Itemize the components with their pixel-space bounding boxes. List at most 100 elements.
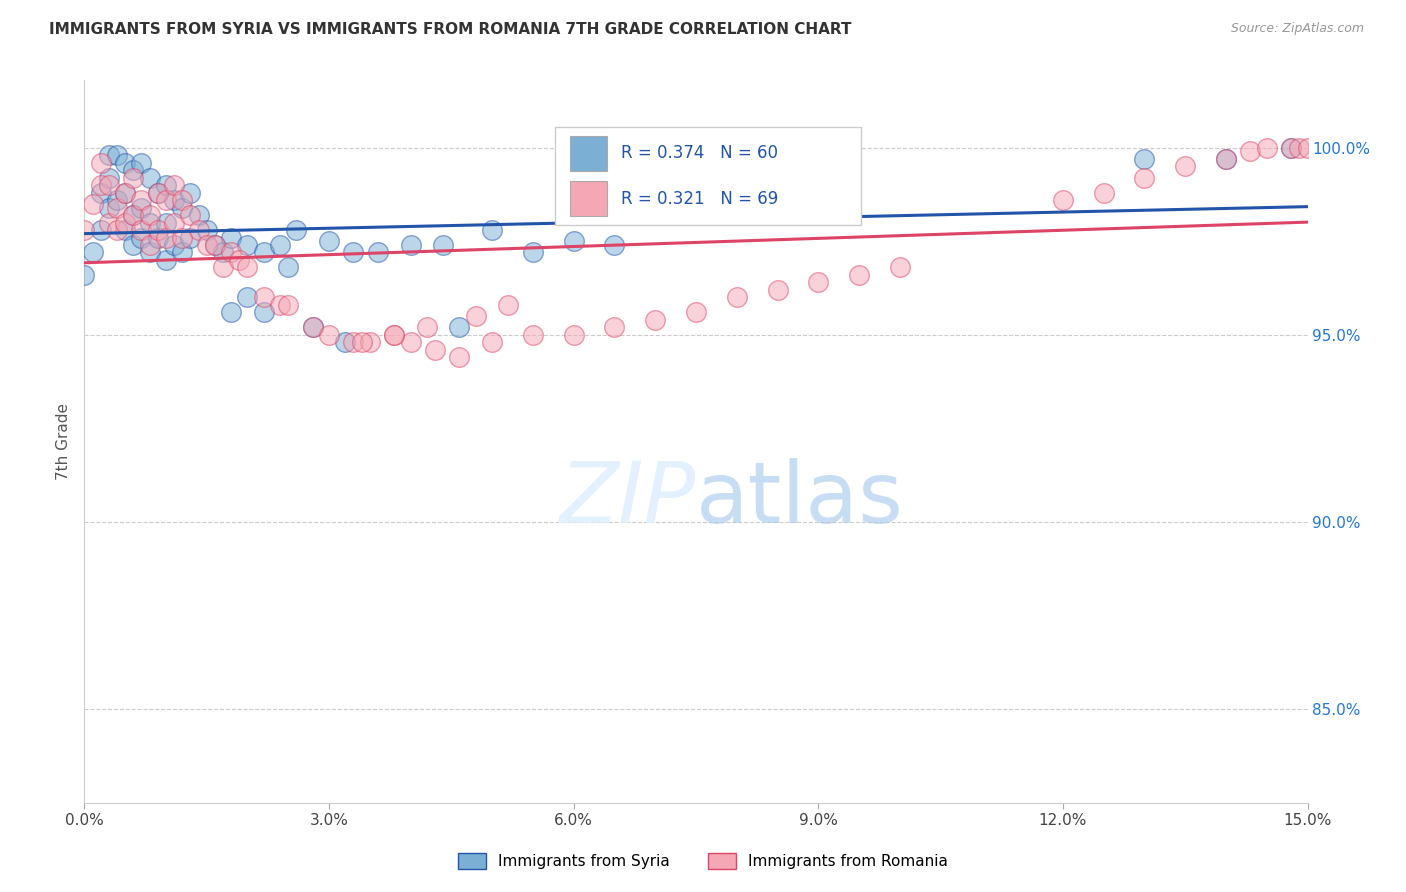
Point (122, 208, 145, 222)
Point (155, 230, 177, 244)
Point (155, 193, 177, 207)
Point (1174, 160, 1197, 174)
Text: Source: ZipAtlas.com: Source: ZipAtlas.com (1230, 22, 1364, 36)
Point (163, 193, 186, 207)
Point (90, 223, 112, 237)
Point (889, 260, 911, 275)
Point (318, 327, 340, 342)
Point (335, 335, 357, 350)
Point (277, 260, 299, 275)
Point (301, 320, 323, 334)
Point (195, 238, 218, 252)
Point (163, 215, 186, 229)
Point (359, 335, 381, 350)
Point (163, 178, 186, 193)
Point (522, 245, 544, 260)
Point (644, 313, 666, 327)
Point (1215, 152, 1237, 166)
Point (1256, 141, 1278, 155)
Point (114, 186, 136, 200)
Point (172, 245, 194, 260)
Point (172, 230, 194, 244)
Point (562, 327, 585, 342)
Point (114, 215, 136, 229)
Point (1215, 152, 1237, 166)
Point (1288, 141, 1310, 155)
Point (1296, 141, 1319, 155)
Point (481, 223, 503, 237)
Point (725, 290, 748, 304)
Point (236, 290, 259, 304)
Point (97, 215, 120, 229)
Point (432, 238, 454, 252)
Point (114, 155, 136, 169)
Legend: Immigrants from Syria, Immigrants from Romania: Immigrants from Syria, Immigrants from R… (453, 847, 953, 875)
FancyBboxPatch shape (569, 136, 606, 170)
Point (155, 215, 177, 229)
Point (105, 148, 128, 162)
Point (269, 298, 291, 312)
Point (285, 223, 308, 237)
Point (105, 201, 128, 215)
Point (131, 155, 153, 169)
Point (219, 305, 242, 319)
Point (187, 223, 209, 237)
Point (603, 320, 626, 334)
Point (138, 215, 160, 229)
Point (131, 201, 153, 215)
Point (179, 230, 201, 244)
Point (105, 193, 128, 207)
Point (464, 309, 486, 323)
Point (449, 351, 471, 365)
Point (807, 276, 830, 290)
Point (1279, 141, 1302, 155)
Text: R = 0.321   N = 69: R = 0.321 N = 69 (621, 190, 779, 208)
Point (138, 208, 160, 222)
Text: R = 0.374   N = 60: R = 0.374 N = 60 (621, 145, 779, 162)
Point (318, 234, 340, 248)
Point (122, 208, 145, 222)
Point (269, 238, 291, 252)
Point (146, 223, 169, 237)
Point (382, 327, 405, 342)
Point (399, 335, 422, 350)
Point (228, 252, 250, 267)
Point (562, 234, 585, 248)
Point (449, 320, 471, 334)
Point (172, 193, 194, 207)
Point (481, 335, 503, 350)
Point (382, 327, 405, 342)
Point (253, 305, 276, 319)
Point (416, 320, 439, 334)
Point (90, 186, 112, 200)
FancyBboxPatch shape (555, 128, 860, 225)
Point (82, 196, 104, 211)
Point (138, 238, 160, 252)
Point (73, 223, 96, 237)
Point (97, 201, 120, 215)
Point (138, 170, 160, 185)
Point (82, 245, 104, 260)
Text: IMMIGRANTS FROM SYRIA VS IMMIGRANTS FROM ROMANIA 7TH GRADE CORRELATION CHART: IMMIGRANTS FROM SYRIA VS IMMIGRANTS FROM… (49, 22, 852, 37)
Point (1133, 170, 1156, 185)
Point (138, 245, 160, 260)
Point (685, 305, 707, 319)
Point (187, 208, 209, 222)
Point (122, 238, 145, 252)
Point (277, 298, 299, 312)
Point (179, 186, 201, 200)
Point (212, 245, 235, 260)
Point (236, 238, 259, 252)
Text: ZIP: ZIP (560, 458, 696, 541)
Point (1279, 141, 1302, 155)
Text: atlas: atlas (696, 458, 904, 541)
Point (155, 178, 177, 193)
Point (766, 283, 789, 297)
Point (114, 186, 136, 200)
Point (301, 320, 323, 334)
Point (146, 186, 169, 200)
Point (179, 208, 201, 222)
Point (122, 170, 145, 185)
Point (97, 170, 120, 185)
Point (146, 186, 169, 200)
